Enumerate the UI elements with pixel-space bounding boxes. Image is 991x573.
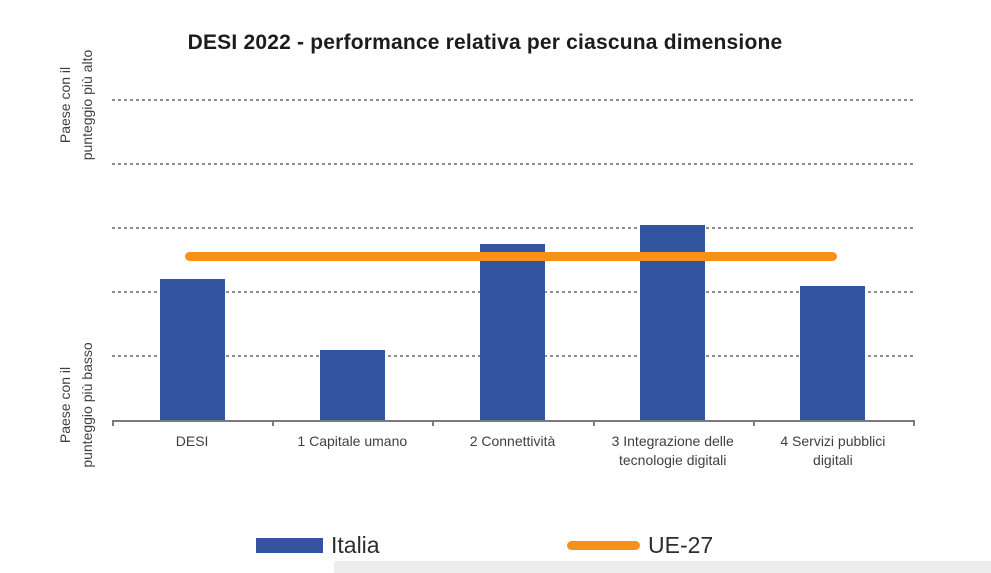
legend-label-italia: Italia <box>331 532 380 558</box>
x-axis-tick-4 <box>752 420 755 426</box>
y-axis-caption-bottom: Paese con il punteggio più basso <box>54 305 100 505</box>
x-axis-tick-1 <box>272 420 275 426</box>
x-axis-label-desi: DESI <box>175 433 209 449</box>
x-axis-label-2-connettivit-: 2 Connettività <box>469 433 556 449</box>
x-axis-tick-2 <box>432 420 435 426</box>
bar-2-connettivit- <box>480 244 545 420</box>
x-axis-line <box>112 420 915 422</box>
y-axis-caption-top-line2: punteggio più alto <box>79 49 95 161</box>
x-axis-label-1-capitale-umano: 1 Capitale umano <box>297 433 408 449</box>
legend-item-ue27: UE-27 <box>567 528 713 562</box>
y-axis-caption-top: Paese con il punteggio più alto <box>54 5 100 205</box>
gridline-0.8 <box>112 163 913 165</box>
legend-line-swatch-icon <box>567 540 640 550</box>
bar-4-servizi-pubblici-digitali <box>800 285 866 420</box>
chart-legend: Italia UE-27 <box>0 528 991 562</box>
x-axis-tick-0 <box>112 420 114 426</box>
legend-label-ue27: UE-27 <box>648 532 714 558</box>
y-axis-caption-top-line1: Paese con il <box>57 66 73 144</box>
chart-title: DESI 2022 - performance relativa per cia… <box>187 31 783 54</box>
legend-item-italia: Italia <box>256 528 380 562</box>
x-axis-label-4-servizi-pubblici-digitali: 4 Servizi pubblici digitali <box>780 433 886 468</box>
y-axis-caption-bottom-line1: Paese con il <box>57 366 73 444</box>
gridline-0.6 <box>112 227 913 229</box>
x-axis-label-3-integrazione-delle-tecnologie-digitali: 3 Integrazione delle tecnologie digitali <box>611 433 734 468</box>
bar-1-capitale-umano <box>319 349 385 420</box>
bar-desi <box>159 279 225 420</box>
gridline-1 <box>112 99 913 101</box>
legend-bar-swatch-icon <box>256 537 323 553</box>
y-axis-caption-bottom-line2: punteggio più basso <box>79 342 95 468</box>
bottom-gray-strip <box>334 561 991 573</box>
ue27-average-line <box>185 252 837 262</box>
x-axis-tick-5 <box>913 420 915 426</box>
x-axis-tick-3 <box>592 420 595 426</box>
